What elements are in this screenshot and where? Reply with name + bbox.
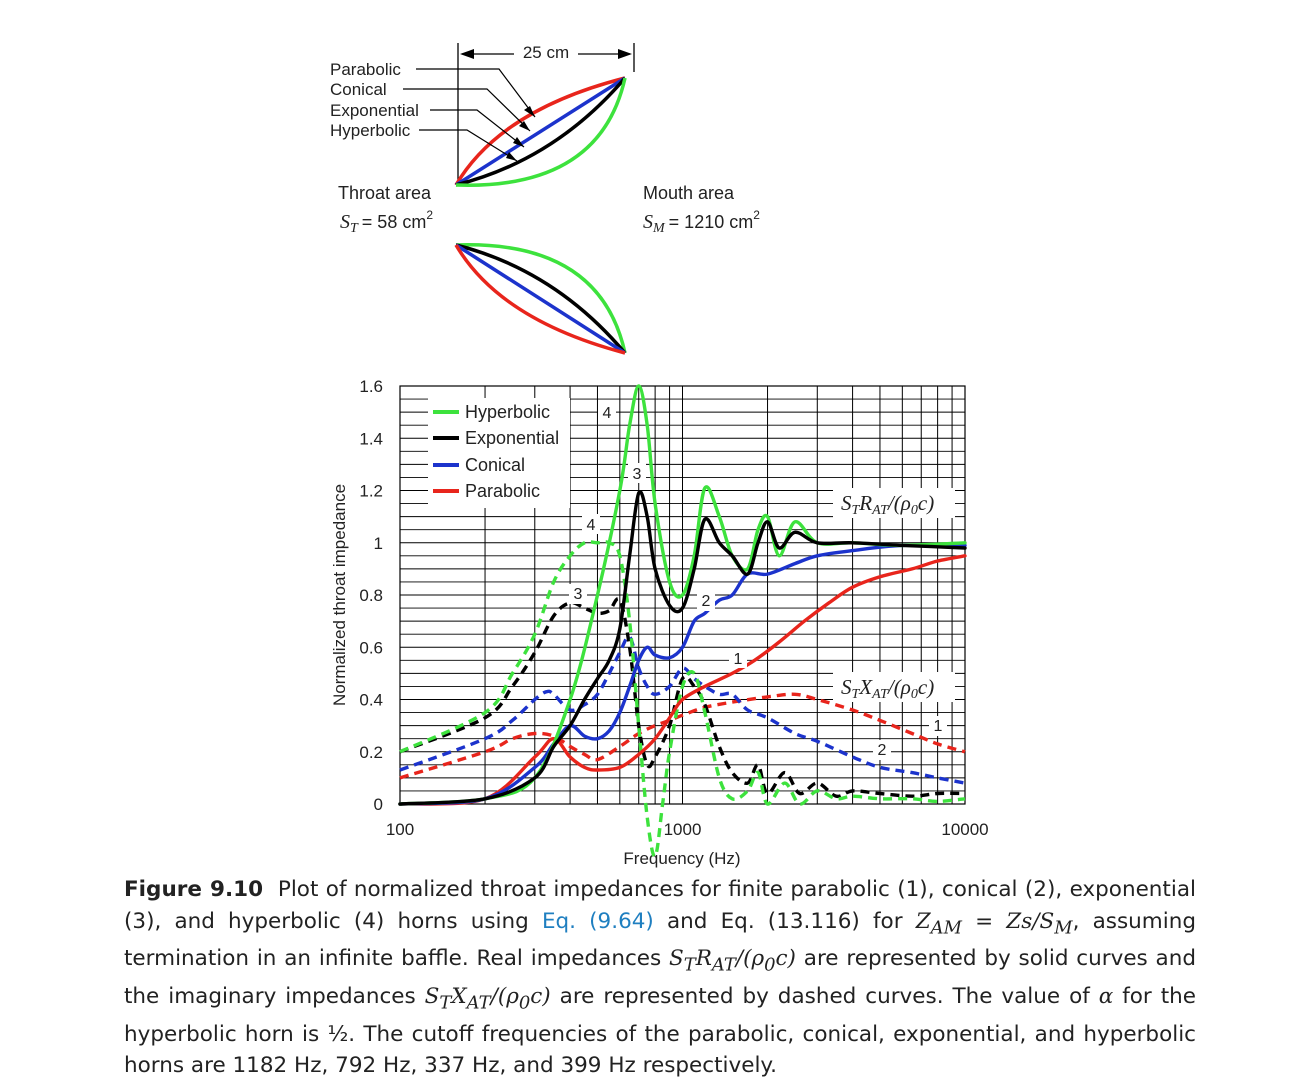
- math-subscript: AT: [466, 992, 491, 1014]
- caption-text: are represented by dashed curves. The va…: [550, 984, 1099, 1010]
- throat-area-title: Throat area: [338, 183, 432, 203]
- imaginary-impedance-label: STXAT/(ρ0c): [841, 675, 934, 702]
- leader-arrowheads: [506, 106, 535, 161]
- curve-number-label: 2: [878, 742, 887, 759]
- x-tick-label: 1000: [664, 820, 702, 839]
- y-tick-label: 0.4: [359, 691, 383, 710]
- math-symbol: R: [695, 946, 712, 972]
- legend: Hyperbolic Exponential Conical Parabolic: [428, 398, 570, 508]
- legend-label-hyperbolic: Hyperbolic: [465, 402, 550, 422]
- series-parabolic-real: [398, 554, 967, 806]
- hyperbolic-horn-profile-lower: [455, 243, 627, 354]
- math-subscript: M: [1054, 916, 1073, 938]
- y-tick-label: 1.6: [359, 377, 383, 396]
- figure-number: Figure 9.10: [124, 877, 264, 902]
- y-tick-label: 0: [374, 795, 383, 814]
- caption-text: and Eq. (13.116) for: [653, 908, 916, 934]
- dimension-arrowhead-left: [460, 49, 474, 59]
- x-tick-labels: 100 1000 10000: [386, 820, 989, 839]
- throat-area-value: ST = 58 cm2: [340, 208, 433, 236]
- math-subscript: AT: [711, 954, 736, 976]
- math-subscript: T: [439, 992, 452, 1014]
- horn-diagram: 25 cm Parabolic Conical Exponential Hype…: [330, 42, 760, 355]
- impedance-chart: 0 0.2 0.4 0.6 0.8 1 1.2 1.4 1.6 100 1000 10000 Nor…: [330, 377, 989, 868]
- math-symbol: α: [1098, 984, 1114, 1010]
- y-tick-label: 1.2: [359, 482, 383, 501]
- horn-label-conical: Conical: [330, 80, 387, 99]
- legend-label-exponential: Exponential: [465, 428, 559, 448]
- y-axis-label: Normalized throat impedance: [330, 484, 349, 706]
- dimension-arrowhead-right: [618, 49, 632, 59]
- curve-number-label: 1: [934, 718, 943, 735]
- math-symbol: /(ρ: [490, 984, 519, 1010]
- leader-lines: [403, 68, 536, 162]
- horn-label-hyperbolic: Hyperbolic: [330, 121, 411, 140]
- plot-frame: [399, 385, 966, 805]
- series-parabolic-imaginary: [399, 692, 966, 780]
- figure: 25 cm Parabolic Conical Exponential Hype…: [330, 42, 989, 868]
- real-impedance-label: STRAT/(ρ0c): [841, 491, 934, 518]
- y-tick-label: 1.4: [359, 429, 383, 448]
- horn-label-exponential: Exponential: [330, 101, 419, 120]
- series-hyperbolic-imaginary: [399, 540, 966, 859]
- y-tick-labels: 0 0.2 0.4 0.6 0.8 1 1.2 1.4 1.6: [359, 377, 383, 814]
- parabolic-horn-profile-lower: [454, 244, 626, 355]
- figure-caption: Figure 9.10 Plot of normalized throat im…: [124, 874, 1196, 1082]
- x-axis-label: Frequency (Hz): [623, 849, 740, 868]
- series-hyperbolic-real: [398, 384, 967, 806]
- chart-series: [398, 384, 967, 859]
- curve-number-labels: 4 3 4 3 2 1 1 2: [569, 402, 947, 760]
- x-tick-label: 10000: [941, 820, 988, 839]
- math-symbol: Zs/S: [1006, 908, 1055, 934]
- curve-number-label: 3: [633, 466, 642, 483]
- hyperbolic-horn-profile: [455, 77, 627, 187]
- math-symbol: S: [669, 946, 684, 972]
- math-subscript: 0: [518, 992, 531, 1014]
- equation-link[interactable]: Eq. (9.64): [541, 908, 654, 934]
- math-subscript: 0: [764, 954, 776, 976]
- legend-label-conical: Conical: [465, 455, 525, 475]
- math-symbol: c): [775, 946, 796, 972]
- caption-text: Plot of normalized throat impedances for…: [124, 877, 1196, 934]
- legend-label-parabolic: Parabolic: [465, 481, 540, 501]
- dimension-label: 25 cm: [523, 43, 569, 62]
- horn-label-parabolic: Parabolic: [330, 60, 401, 79]
- caption-text: =: [961, 908, 1007, 934]
- curve-number-label: 1: [734, 651, 743, 668]
- curve-number-label: 3: [574, 586, 583, 603]
- conical-horn-profile-lower: [455, 243, 626, 355]
- curve-number-label: 2: [702, 593, 711, 610]
- math-symbol: Z: [915, 908, 931, 934]
- mouth-area-title: Mouth area: [643, 183, 735, 203]
- y-tick-label: 0.2: [359, 743, 383, 762]
- math-symbol: c): [530, 984, 551, 1010]
- x-tick-label: 100: [386, 820, 414, 839]
- caption-text: are represented by solid curves and the …: [124, 946, 1197, 1010]
- caption-text: for the hyperbolic horn is ½. The cutoff…: [124, 984, 1196, 1079]
- math-symbol: /(ρ: [735, 946, 765, 972]
- exponential-horn-profile: [455, 76, 627, 187]
- series-conical-imaginary: [399, 634, 966, 785]
- y-tick-label: 0.6: [359, 638, 383, 657]
- math-subscript: AM: [930, 916, 962, 938]
- curve-number-label: 4: [587, 517, 596, 534]
- math-symbol: X: [451, 984, 467, 1010]
- math-symbol: S: [424, 984, 440, 1010]
- y-tick-label: 1: [374, 534, 383, 553]
- y-tick-label: 0.8: [359, 586, 383, 605]
- caption-text: , assuming termination in an infinite ba…: [124, 908, 1196, 972]
- mouth-area-value: SM = 1210 cm2: [643, 208, 760, 236]
- math-subscript: T: [683, 954, 696, 976]
- exponential-horn-profile-lower: [455, 243, 627, 355]
- series-exponential-imaginary: [399, 597, 966, 799]
- curve-number-label: 4: [603, 405, 612, 422]
- series-exponential-real: [398, 490, 967, 806]
- conical-horn-profile: [455, 76, 626, 187]
